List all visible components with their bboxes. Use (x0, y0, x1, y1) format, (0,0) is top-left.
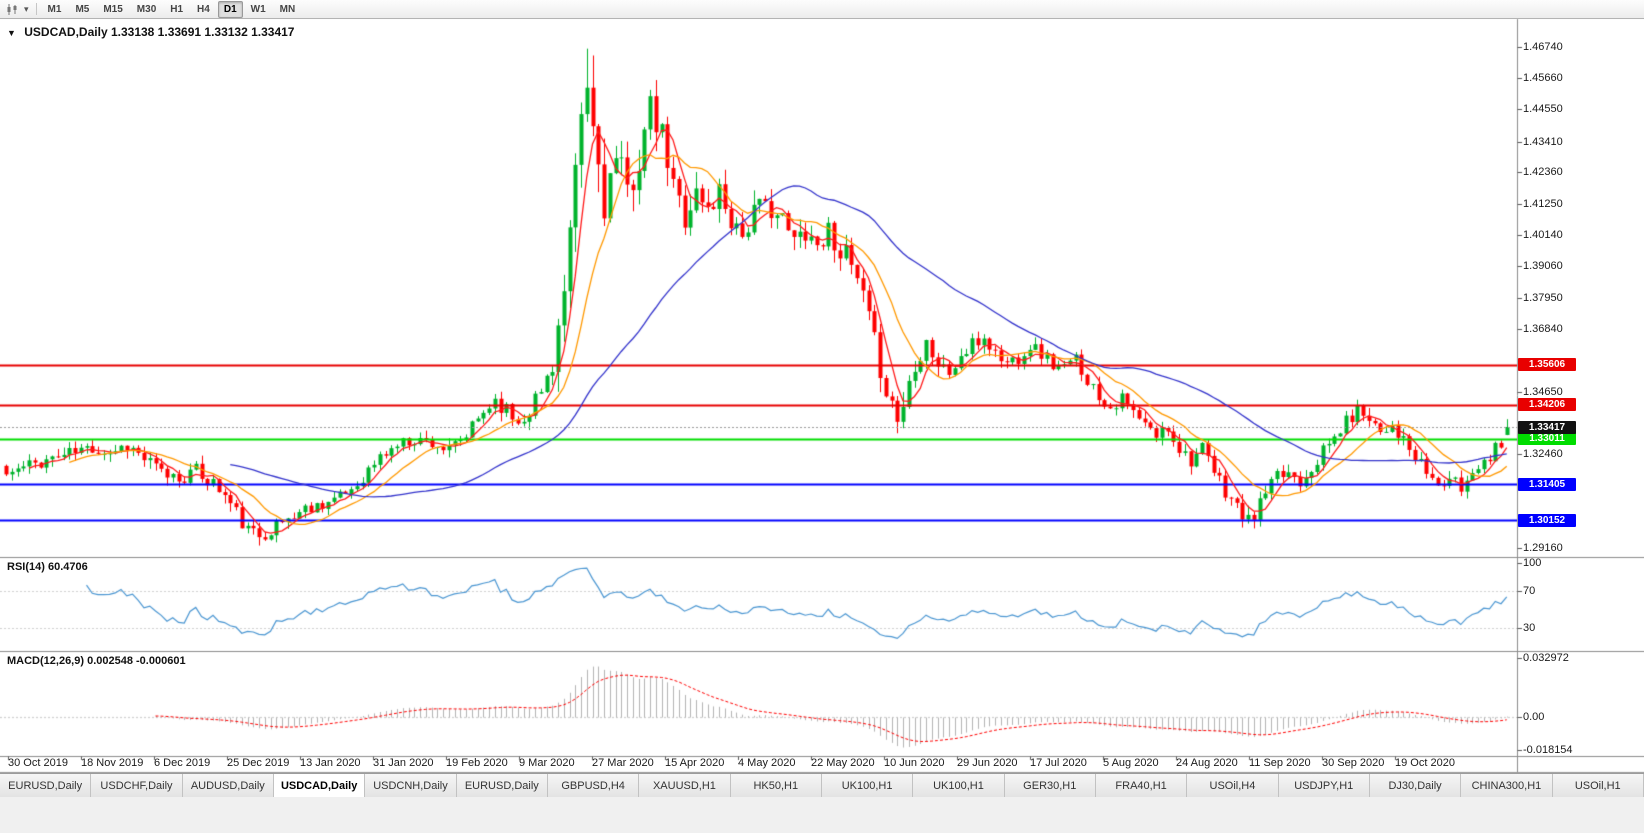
price-tick-label: 1.44550 (1523, 103, 1563, 116)
date-axis-label[interactable]: 25 Dec 2019 (227, 757, 290, 769)
chart-tab-eurusd-daily[interactable]: EURUSD,Daily (456, 774, 548, 797)
date-axis-label[interactable]: 18 Nov 2019 (81, 757, 144, 769)
chart-tab-china300-h1[interactable]: CHINA300,H1 (1461, 774, 1553, 797)
timeframe-button-m1[interactable]: M1 (47, 3, 62, 15)
date-axis-label[interactable]: 9 Mar 2020 (519, 757, 575, 769)
date-axis-label[interactable]: 19 Oct 2020 (1395, 757, 1455, 769)
price-tick-label: 1.43410 (1523, 135, 1563, 148)
chart-tabs-bar: EURUSD,Daily USDCHF,Daily AUDUSD,Daily USDC… (0, 773, 1644, 797)
chart-tab-usdcnh-daily[interactable]: USDCNH,Daily (365, 774, 457, 797)
chart-type-icon[interactable] (4, 2, 21, 17)
timeframe-button-m5[interactable]: M5 (75, 3, 90, 15)
date-axis-label[interactable]: 30 Oct 2019 (8, 757, 68, 769)
macd-tick-label: 0.032972 (1523, 652, 1569, 664)
chart-tab-ger30-h1[interactable]: GER30,H1 (1004, 774, 1096, 797)
date-axis-label[interactable]: 27 Mar 2020 (592, 757, 654, 769)
chart-tab-uk100-h1[interactable]: UK100,H1 (821, 774, 914, 797)
timeframe-button-mn[interactable]: MN (279, 3, 296, 15)
timeframe-button-d1[interactable]: D1 (217, 0, 243, 18)
timeframe-toolbar: ▾ M1 M5 M15 M30 H1 H4 D1 W1 MN (0, 0, 1644, 19)
price-tick-label: 1.29160 (1523, 542, 1563, 555)
timeframe-button-h1[interactable]: H1 (170, 3, 184, 15)
timeframe-button-m15[interactable]: M15 (103, 3, 123, 15)
date-axis-label[interactable]: 11 Sep 2020 (1249, 757, 1311, 769)
hline-price-badge: 1.30152 (1518, 513, 1576, 527)
chart-tab-dj30-daily[interactable]: DJ30,Daily (1369, 774, 1462, 797)
price-tick-label: 1.46740 (1523, 40, 1563, 53)
price-tick-label: 1.42360 (1523, 165, 1563, 178)
chart-tab-gbpusd-h4[interactable]: GBPUSD,H4 (547, 774, 640, 797)
chart-tab-usoil-h1[interactable]: USOil,H1 (1552, 774, 1644, 797)
date-axis-label[interactable]: 6 Dec 2019 (154, 757, 211, 769)
timeframe-buttons-group: M1 M5 M15 M30 H1 H4 D1 W1 MN (42, 0, 302, 18)
hline-price-badge: 1.34206 (1518, 398, 1576, 411)
macd-tick-label: 0.00 (1523, 711, 1545, 724)
date-axis-label[interactable]: 17 Jul 2020 (1030, 757, 1087, 769)
date-axis-label[interactable]: 30 Sep 2020 (1322, 757, 1385, 769)
rsi-indicator-label: RSI(14) 60.4706 (7, 561, 88, 573)
chart-tab-usdchf-daily[interactable]: USDCHF,Daily (91, 774, 183, 797)
date-axis-label[interactable]: 5 Aug 2020 (1103, 757, 1159, 769)
price-tick-label: 1.37950 (1523, 291, 1563, 304)
timeframe-button-m30[interactable]: M30 (136, 3, 157, 15)
date-axis-label[interactable]: 31 Jan 2020 (373, 757, 434, 769)
price-tick-label: 1.41250 (1523, 197, 1563, 210)
chart-tab-uk100-h1[interactable]: UK100,H1 (913, 774, 1005, 797)
chart-tab-xauusd-h1[interactable]: XAUUSD,H1 (639, 774, 731, 797)
hline-price-badge: 1.35606 (1518, 358, 1576, 372)
chart-ohlc-values: 1.33138 1.33691 1.33132 1.33417 (110, 25, 295, 39)
date-axis-label[interactable]: 15 Apr 2020 (665, 757, 725, 769)
symbol-caret-icon[interactable]: ▼ (7, 28, 16, 38)
price-tick-label: 1.36840 (1523, 323, 1563, 336)
chart-dropdown-caret-icon[interactable]: ▾ (24, 3, 29, 14)
timeframe-button-w1[interactable]: W1 (250, 3, 266, 15)
hline-price-badge: 1.33011 (1518, 432, 1576, 446)
rsi-tick-label: 100 (1523, 557, 1542, 569)
toolbar-separator (35, 3, 37, 15)
chart-tab-usdcad-daily[interactable]: USDCAD,Daily (273, 774, 366, 797)
date-axis-label[interactable]: 13 Jan 2020 (300, 757, 361, 769)
macd-tick-label: -0.018154 (1523, 744, 1573, 756)
chart-tab-eurusd-daily[interactable]: EURUSD,Daily (0, 774, 92, 797)
chart-title: ▼ USDCAD,Daily 1.33138 1.33691 1.33132 1… (7, 25, 294, 39)
price-tick-label: 1.32460 (1523, 448, 1563, 461)
macd-indicator-label: MACD(12,26,9) 0.002548 -0.000601 (7, 655, 186, 667)
rsi-tick-label: 70 (1523, 584, 1536, 597)
price-tick-label: 1.45660 (1523, 71, 1563, 84)
date-axis-label[interactable]: 29 Jun 2020 (957, 757, 1018, 769)
date-axis-label[interactable]: 4 May 2020 (738, 757, 796, 769)
chart-symbol-label: USDCAD,Daily (24, 25, 108, 39)
date-axis-label[interactable]: 22 May 2020 (811, 757, 875, 769)
chart-tab-audusd-daily[interactable]: AUDUSD,Daily (182, 774, 274, 797)
price-tick-label: 1.39060 (1523, 260, 1563, 273)
chart-tab-usdjpy-h1[interactable]: USDJPY,H1 (1278, 774, 1370, 797)
hline-price-badge: 1.31405 (1518, 477, 1576, 491)
date-axis-label[interactable]: 24 Aug 2020 (1176, 757, 1238, 769)
current-price-badge: 1.33417 (1518, 420, 1576, 434)
chart-tab-hk50-h1[interactable]: HK50,H1 (730, 774, 822, 797)
date-axis-label[interactable]: 19 Feb 2020 (446, 757, 508, 769)
price-tick-label: 1.40140 (1523, 229, 1563, 242)
date-axis-label[interactable]: 10 Jun 2020 (884, 757, 945, 769)
price-tick-label: 1.34650 (1523, 385, 1563, 398)
rsi-tick-label: 30 (1523, 622, 1536, 634)
chart-tab-usoil-h4[interactable]: USOil,H4 (1187, 774, 1279, 797)
timeframe-button-h4[interactable]: H4 (197, 3, 210, 15)
chart-tab-fra40-h1[interactable]: FRA40,H1 (1095, 774, 1188, 797)
